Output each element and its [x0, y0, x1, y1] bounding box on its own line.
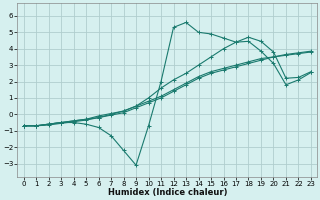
X-axis label: Humidex (Indice chaleur): Humidex (Indice chaleur): [108, 188, 227, 197]
